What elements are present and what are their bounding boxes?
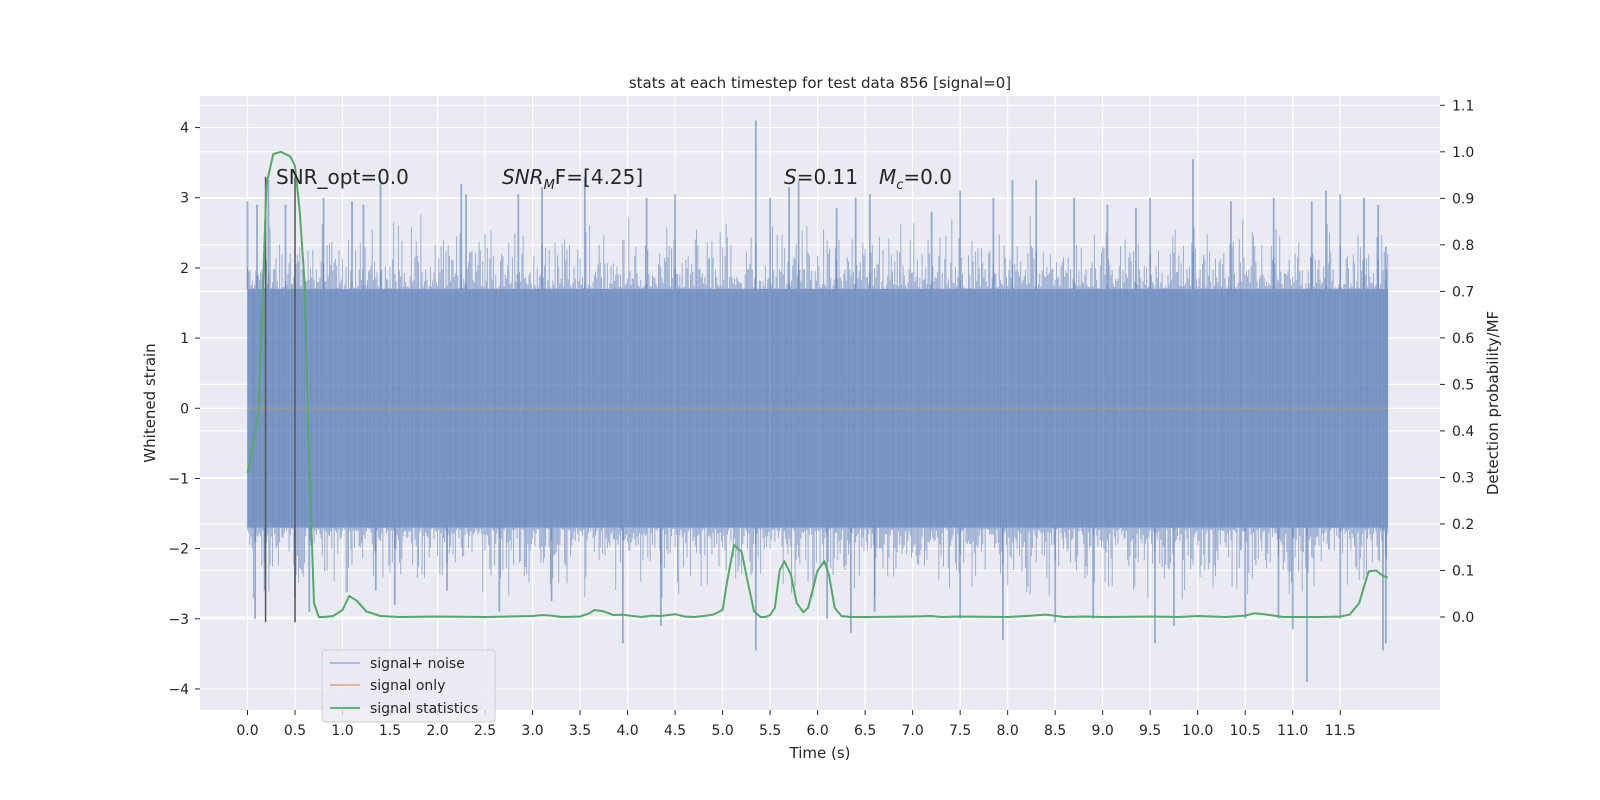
y-axis-title: Whitened strain: [141, 343, 159, 462]
x-tick-label: 9.0: [1092, 723, 1114, 739]
snr-mf-sub: M: [544, 178, 555, 193]
x-tick-label: 5.0: [711, 723, 733, 739]
vertical-markers: [264, 176, 296, 623]
snr-mf-prefix: SNR: [502, 165, 544, 189]
mc-sub: c: [896, 178, 903, 193]
y2-tick-label: 0.0: [1452, 610, 1474, 626]
y2-tick-label: 0.4: [1452, 424, 1474, 440]
legend: signal+ noise signal only signal statist…: [321, 649, 496, 723]
y2-tick-label: 0.6: [1452, 331, 1474, 347]
y-tick-label: 0: [180, 401, 189, 417]
y-tick-label: −3: [168, 612, 189, 628]
legend-label-signal-only: signal only: [370, 678, 445, 694]
x-tick-label: 1.5: [379, 723, 401, 739]
x-tick-label: 0.5: [284, 723, 306, 739]
x-tick-label: 3.0: [521, 723, 543, 739]
x-tick-label: 8.5: [1044, 723, 1066, 739]
y2-tick-label: 1.1: [1452, 98, 1474, 114]
x-tick-label: 10.5: [1230, 723, 1261, 739]
y2-tick-label: 1.0: [1452, 145, 1474, 161]
signal-statistics-series: [246, 150, 1388, 618]
y-tick-label: 3: [180, 191, 189, 207]
y-tick-label: −4: [168, 682, 189, 698]
x-tick-label: 1.0: [331, 723, 353, 739]
y2-tick-label: 0.3: [1452, 470, 1474, 486]
s-annotation: S=0.11: [784, 165, 858, 189]
x-tick-label: 11.5: [1325, 723, 1356, 739]
y2-tick-label: 0.2: [1452, 517, 1474, 533]
x-tick-label: 4.5: [664, 723, 686, 739]
y-tick-label: −1: [168, 471, 189, 487]
y2-axis-title: Detection probability/MF: [1484, 311, 1502, 495]
mc-annotation: Mc=0.0: [879, 165, 952, 193]
x-tick-label: 7.0: [902, 723, 924, 739]
snr-opt-annotation: SNR_opt=0.0: [276, 165, 409, 189]
x-tick-label: 7.5: [949, 723, 971, 739]
snr-mf-annotation: SNRMF=[4.25]: [502, 165, 643, 193]
mc-label: M: [879, 165, 896, 189]
x-tick-label: 10.0: [1182, 723, 1213, 739]
y-tick-label: 1: [180, 331, 189, 347]
y2-tick-label: 0.8: [1452, 238, 1474, 254]
mc-value: =0.0: [903, 165, 952, 189]
y-tick-label: 4: [180, 121, 189, 137]
y2-axis-ticks: 1.1 1.0 0.9 0.8 0.7 0.6 0.5 0.4 0.3 0.2 0.1 0.0: [1440, 98, 1474, 626]
x-tick-label: 8.0: [997, 723, 1019, 739]
legend-box: [321, 649, 496, 723]
y2-tick-label: 0.5: [1452, 377, 1474, 393]
y-tick-label: −2: [168, 542, 189, 558]
legend-label-signal-statistics: signal statistics: [370, 701, 478, 717]
y2-tick-label: 0.1: [1452, 563, 1474, 579]
signal-statistics-line: [246, 150, 1388, 618]
x-tick-label: 6.0: [806, 723, 828, 739]
chart-title: stats at each timestep for test data 856…: [629, 74, 1011, 92]
x-tick-label: 5.5: [759, 723, 781, 739]
snr-mf-suffix: F=[4.25]: [555, 165, 643, 189]
x-tick-label: 3.5: [569, 723, 591, 739]
x-tick-label: 11.0: [1277, 723, 1308, 739]
x-tick-label: 4.0: [616, 723, 638, 739]
x-tick-label: 2.5: [474, 723, 496, 739]
y-tick-label: 2: [180, 261, 189, 277]
s-label: S: [784, 165, 797, 189]
x-tick-label: 0.0: [236, 723, 258, 739]
y2-tick-label: 0.9: [1452, 191, 1474, 207]
x-axis-title: Time (s): [789, 744, 851, 762]
y2-tick-label: 0.7: [1452, 284, 1474, 300]
legend-label-signal-noise: signal+ noise: [370, 656, 465, 672]
x-tick-label: 2.0: [426, 723, 448, 739]
x-tick-label: 6.5: [854, 723, 876, 739]
x-tick-label: 9.5: [1139, 723, 1161, 739]
s-value: =0.11: [797, 165, 858, 189]
y-axis-ticks: 4 3 2 1 0 −1 −2 −3 −4: [168, 121, 200, 698]
noise-trace: [247, 214, 1389, 600]
